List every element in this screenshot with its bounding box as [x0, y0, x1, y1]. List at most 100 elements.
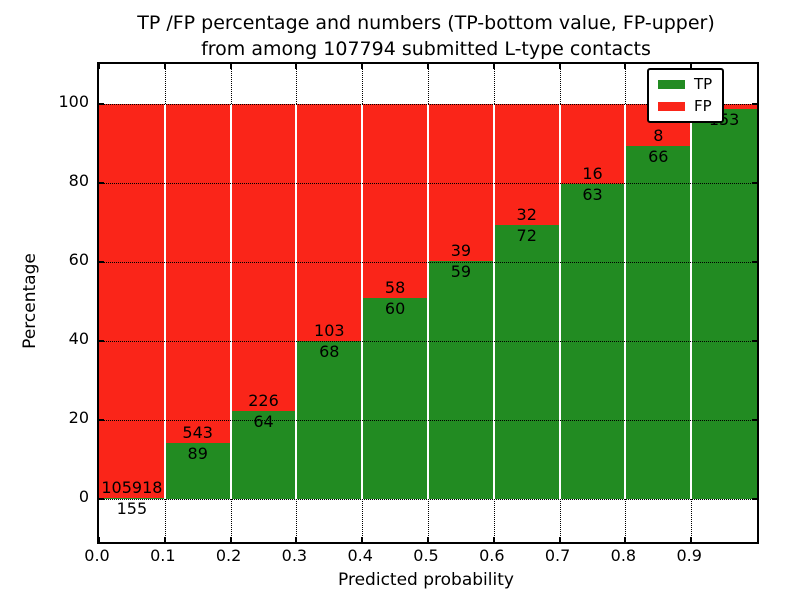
x-tick-label: 0.3 [281, 546, 308, 565]
y-tick-mark [99, 339, 104, 342]
tp-count-label: 68 [319, 342, 340, 362]
y-tick-mark [752, 181, 757, 184]
x-tick-label: 0.0 [84, 546, 110, 565]
x-tick-mark [690, 64, 693, 69]
bar-tp-segment [625, 146, 692, 499]
bar-fp-segment [559, 103, 626, 184]
y-tick-mark [752, 339, 757, 342]
y-tick-mark [99, 497, 104, 500]
fp-count-label: 105918 [101, 477, 163, 497]
bar-fp-segment [362, 103, 428, 298]
x-tick-mark [98, 537, 100, 542]
tp-count-label: 155 [116, 498, 148, 518]
tp-count-label: 72 [516, 226, 537, 246]
x-tick-mark [361, 64, 364, 69]
x-tick-mark [361, 537, 364, 542]
fp-count-label: 16 [582, 163, 603, 183]
tp-count-label: 64 [253, 412, 274, 432]
plot-area: 105918 155 543 89 226 64 103 68 58 60 39 59 32 72 16 63… [97, 62, 759, 544]
bar-tp-segment [691, 108, 757, 499]
y-tick-mark [99, 260, 104, 263]
y-tick-label: 60 [68, 249, 89, 269]
bar-fp-segment [296, 103, 363, 342]
fp-count-label: 226 [248, 391, 279, 411]
x-tick-mark [295, 537, 298, 542]
tp-count-label: 89 [187, 443, 208, 463]
x-tick-label: 0.1 [150, 546, 176, 565]
x-tick-mark [427, 537, 429, 542]
legend-entry-tp: TP [658, 77, 712, 92]
bar-fp-segment [428, 103, 494, 261]
x-tick-mark [690, 537, 693, 542]
bar-fp-segment [164, 103, 231, 443]
bar-fp-segment [691, 103, 757, 109]
fp-count-label: 8 [653, 126, 664, 146]
bar-separator [690, 103, 693, 499]
y-tick-label: 20 [68, 407, 89, 427]
bar-tp-segment [230, 411, 297, 499]
x-tick-mark [558, 64, 561, 69]
gridline-horizontal [99, 103, 757, 105]
legend-label-fp: FP [694, 97, 712, 115]
y-tick-mark [752, 260, 757, 263]
x-tick-mark [492, 64, 495, 69]
x-tick-mark [229, 537, 232, 542]
x-tick-label: 0.5 [413, 546, 439, 565]
bar-tp-segment [99, 497, 165, 499]
bar-tp-segment [362, 297, 428, 499]
x-tick-mark [492, 537, 495, 542]
x-tick-mark [163, 537, 166, 542]
y-tick-label: 40 [68, 328, 89, 348]
x-tick-label: 0.2 [215, 546, 242, 565]
fp-count-label: 543 [182, 422, 213, 442]
gridline-horizontal [99, 182, 757, 184]
tp-count-label: 59 [450, 261, 472, 281]
y-tick-label: 80 [68, 170, 89, 190]
x-tick-label: 0.4 [347, 546, 373, 565]
legend-label-tp: TP [694, 75, 713, 93]
gridline-horizontal [99, 261, 757, 263]
fp-count-label: 58 [384, 277, 406, 297]
tp-count-label: 63 [582, 184, 603, 204]
x-tick-mark [558, 537, 561, 542]
x-tick-label: 0.7 [544, 546, 571, 565]
chart-title-line2: from among 107794 submitted L-type conta… [201, 38, 651, 60]
fp-count-label: 103 [314, 321, 345, 341]
fp-count-label: 32 [516, 205, 537, 225]
gridline-horizontal [99, 498, 757, 500]
x-tick-label: 0.6 [479, 546, 505, 565]
y-tick-mark [752, 497, 757, 500]
bar-separator [229, 103, 232, 499]
tp-count-label: 66 [648, 147, 669, 167]
bar-tp-segment [493, 225, 560, 499]
y-tick-mark [752, 418, 757, 421]
bar-tp-segment [164, 442, 231, 499]
chart-title-line1: TP /FP percentage and numbers (TP-bottom… [137, 12, 715, 34]
x-tick-mark [624, 64, 627, 69]
bar-separator [624, 103, 627, 499]
bar-separator [558, 103, 561, 499]
gridline-horizontal [99, 419, 757, 421]
x-tick-mark [295, 64, 298, 69]
bar-fp-segment [493, 103, 560, 226]
x-tick-label: 0.8 [610, 546, 637, 565]
bar-separator [492, 103, 495, 499]
gridline-horizontal [99, 340, 757, 342]
chart-title: TP /FP percentage and numbers (TP-bottom… [97, 10, 755, 62]
bar-separator [361, 103, 364, 499]
y-tick-label: 0 [78, 486, 89, 506]
legend-swatch-fp [658, 102, 685, 111]
bar-tp-segment [428, 260, 494, 499]
bar-separator [295, 103, 298, 499]
x-tick-mark [624, 537, 627, 542]
x-tick-mark [98, 64, 100, 69]
x-tick-mark [229, 64, 232, 69]
bar-separator [427, 103, 429, 499]
legend-entry-fp: FP [658, 99, 712, 114]
y-tick-mark [99, 181, 104, 184]
fp-count-label: 39 [450, 240, 472, 260]
x-tick-mark [427, 64, 429, 69]
legend-box: TP FP [647, 68, 725, 123]
bar-fp-segment [99, 103, 165, 498]
